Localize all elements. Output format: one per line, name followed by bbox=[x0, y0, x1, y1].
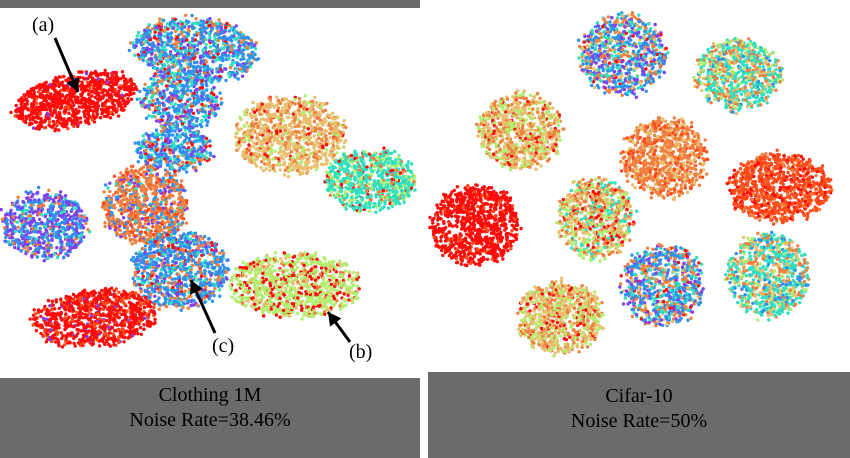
cluster-top-blue-2 bbox=[135, 68, 224, 136]
noise-rate: Noise Rate=38.46% bbox=[129, 409, 291, 431]
cluster-2 bbox=[692, 36, 785, 116]
arrow-c bbox=[189, 279, 217, 334]
cluster-red-bottom bbox=[28, 286, 157, 349]
cluster-3 bbox=[474, 89, 566, 172]
top-strip bbox=[0, 0, 420, 8]
dataset-name: Cifar-10 bbox=[605, 385, 673, 407]
cluster-10 bbox=[516, 276, 605, 358]
cluster-top-blue-3 bbox=[133, 125, 216, 176]
noise-rate: Noise Rate=50% bbox=[570, 410, 708, 432]
cluster-tan bbox=[234, 94, 348, 179]
cifar10-panel: Cifar-10 Noise Rate=50% bbox=[428, 0, 850, 458]
cluster-1 bbox=[576, 11, 670, 100]
cluster-orange-mid bbox=[100, 164, 189, 246]
clothing1m-tsne-plot bbox=[0, 13, 417, 349]
cluster-cyan bbox=[323, 146, 417, 214]
cifar10-tsne-plot bbox=[428, 11, 834, 358]
clothing1m-panel: (a) (b) (c) Clothing 1M Noise Rate=38.46… bbox=[0, 0, 420, 458]
cluster-blue-c bbox=[129, 229, 231, 312]
cifar10-caption: Cifar-10 Noise Rate=50% bbox=[428, 372, 850, 458]
cluster-8 bbox=[618, 242, 705, 328]
annotation-c: (c) bbox=[212, 335, 235, 357]
annotation-b: (b) bbox=[349, 341, 373, 363]
cluster-7 bbox=[555, 175, 639, 263]
cluster-lime-b bbox=[228, 250, 361, 321]
arrow-b bbox=[326, 311, 352, 343]
cluster-red-a bbox=[9, 68, 139, 133]
annotation-a: (a) bbox=[32, 14, 55, 36]
arrow-a bbox=[53, 37, 80, 93]
cluster-top-blue bbox=[127, 13, 261, 85]
cluster-4 bbox=[619, 116, 710, 202]
dataset-name: Clothing 1M bbox=[158, 384, 262, 406]
cluster-9 bbox=[723, 230, 811, 322]
cluster-purple-left bbox=[0, 185, 92, 263]
cluster-6 bbox=[428, 183, 523, 268]
cluster-5 bbox=[725, 148, 834, 226]
clothing1m-caption: Clothing 1M Noise Rate=38.46% bbox=[0, 378, 420, 458]
